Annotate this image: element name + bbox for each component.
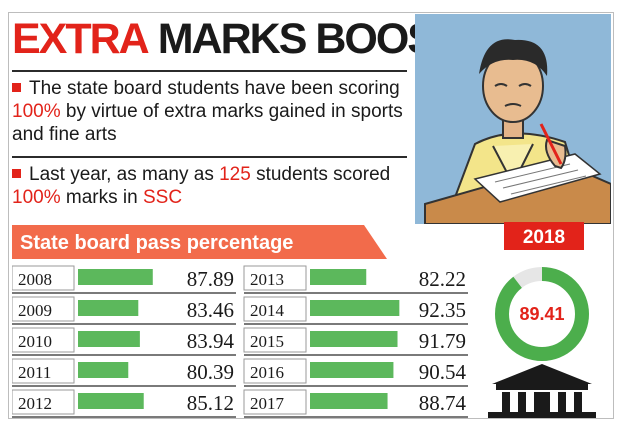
highlight-year-badge [504,222,584,250]
year-label: 2016 [250,363,284,382]
headline: EXTRA MARKS BOOST [12,14,460,64]
value-label: 92.35 [419,298,466,322]
value-label: 82.22 [419,267,466,291]
bar [78,331,140,347]
year-label: 2015 [250,332,284,351]
bar [78,393,144,409]
year-label-box [12,358,75,384]
year-label: 2014 [250,301,285,320]
bullet-1: The state board students have been scori… [12,77,407,146]
chart-title-banner [12,225,387,259]
highlight-value: 89.41 [519,304,564,324]
bar [310,269,367,285]
bullet-1-pre: The state board students have been scori… [29,78,400,99]
year-label-box [12,327,75,353]
year-label: 2013 [250,270,284,289]
value-label: 83.46 [187,298,234,322]
highlight-ring [495,267,589,361]
bullet-2-highlight3: SSC [142,187,183,208]
bar [78,362,129,378]
value-label: 83.94 [187,329,235,353]
value-label: 88.74 [419,391,467,415]
bullet-1-post: by virtue of extra marks gained in sport… [12,101,403,145]
bar [310,300,400,316]
value-label: 91.79 [419,329,466,353]
highlight-year: 2018 [523,227,565,248]
bar [78,269,153,285]
headline-part1: EXTRA [12,15,150,63]
chart-rows: 2008 87.89 2009 83.46 2010 83.94 2011 80.39 2012… [12,265,468,418]
student-writing-illustration [415,14,611,224]
bullet-2: Last year, as many as 125 students score… [12,163,407,209]
year-label-box [243,358,307,384]
bar [310,393,388,409]
highlight-panel: 2018 89.41 [488,222,596,418]
bullet-2-mid: students scored [250,164,391,185]
headline-part2: MARKS BOOST [157,15,460,63]
bullet-2-highlight2: 100% [12,187,61,208]
bar [310,362,394,378]
year-label-box [12,265,75,291]
year-label: 2011 [18,363,51,382]
bar [310,331,398,347]
bullet-1-highlight: 100% [12,101,61,122]
year-label-box [12,296,75,322]
bullet-2-highlight: 125 [219,164,251,185]
bullet-marker [12,169,21,178]
school-building-icon [488,364,596,418]
year-label: 2012 [18,394,52,413]
year-label-box [243,265,307,291]
ring-progress [495,267,589,361]
year-label-box [243,296,307,322]
bar [78,300,139,316]
pass-percentage-chart: 2008 87.89 2009 83.46 2010 83.94 2011 80.39 2012… [12,265,468,418]
year-label: 2017 [250,394,285,413]
year-label-box [12,389,75,415]
value-label: 87.89 [187,267,234,291]
bullet-2-mid2: marks in [60,187,143,208]
year-label-box [243,389,307,415]
value-label: 85.12 [187,391,234,415]
chart-title: State board pass percentage [20,232,294,254]
value-label: 90.54 [419,360,467,384]
year-label-box [243,327,307,353]
year-label: 2008 [18,270,52,289]
divider-middle [12,156,407,158]
value-label: 80.39 [187,360,234,384]
year-label: 2009 [18,301,52,320]
bullet-marker [12,83,21,92]
bullet-2-pre: Last year, as many as [29,164,220,185]
year-label: 2010 [18,332,52,351]
divider-top [12,70,407,72]
